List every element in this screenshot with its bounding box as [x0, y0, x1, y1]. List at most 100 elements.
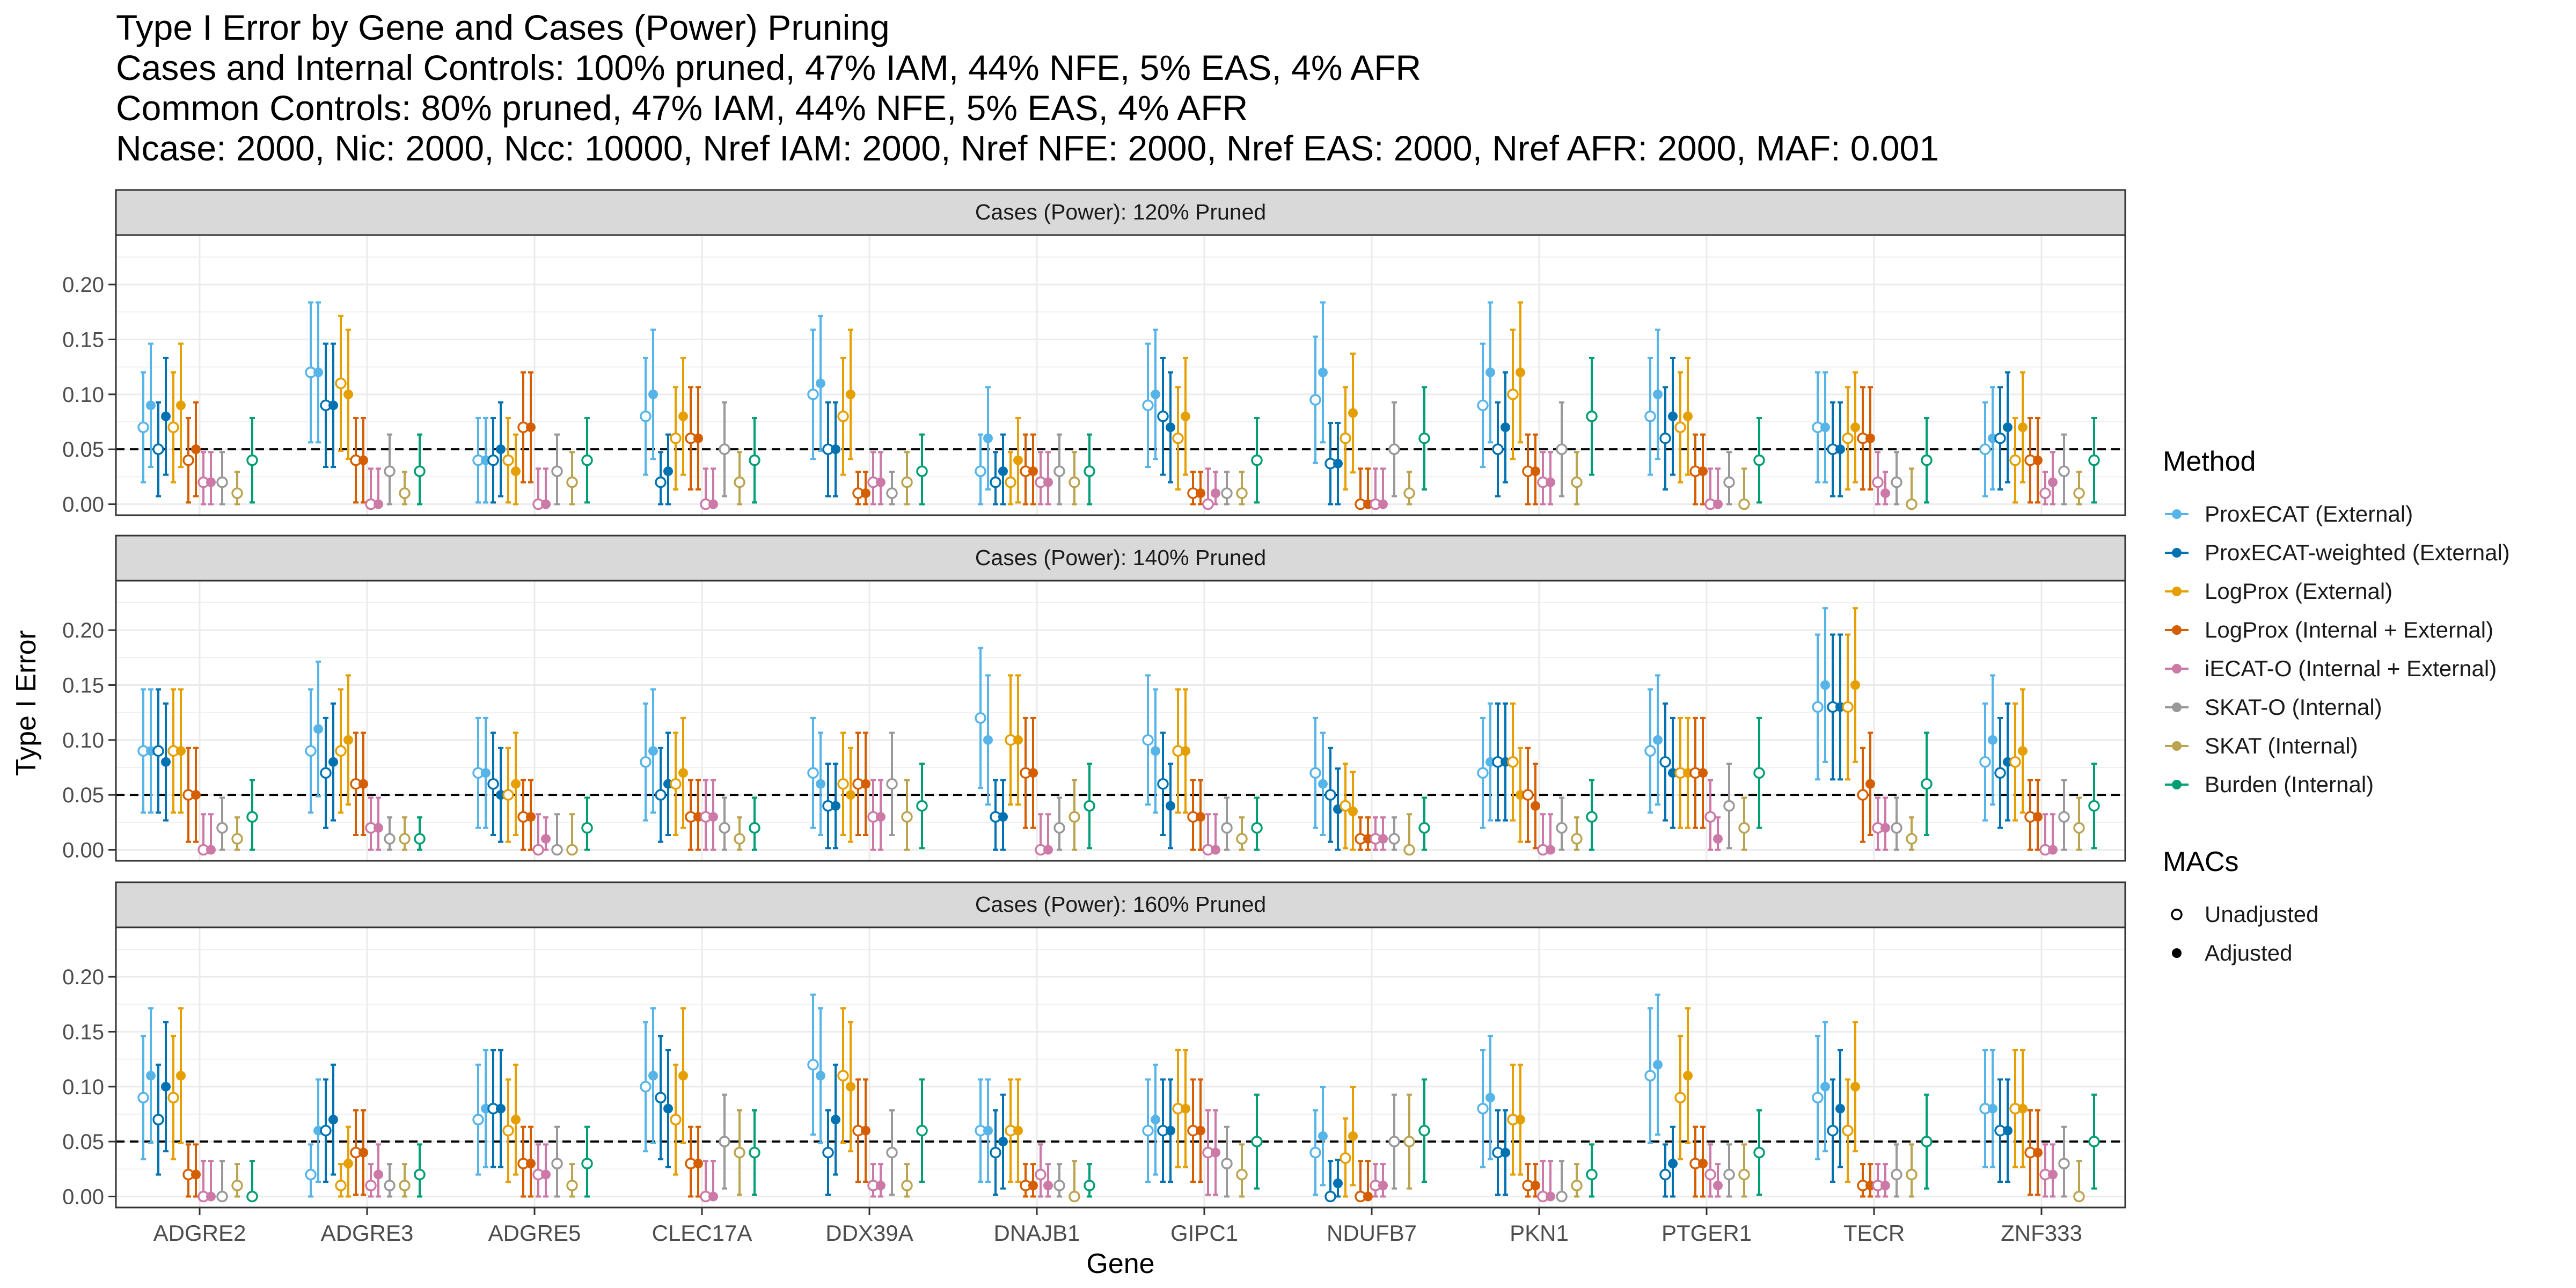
- legend-item-method: ProxECAT (External): [2163, 495, 2571, 533]
- data-point-unadjusted: [670, 778, 682, 790]
- x-tick-label: TECR: [1843, 1220, 1905, 1246]
- chart-subtitle-line-3: Ncase: 2000, Nic: 2000, Ncc: 10000, Nref…: [116, 128, 1939, 168]
- data-point-unadjusted: [1644, 745, 1656, 757]
- data-point-unadjusted: [1891, 1168, 1902, 1181]
- data-point-adjusted: [648, 746, 658, 756]
- data-point-unadjusted: [1979, 756, 1991, 768]
- data-point-unadjusted: [1507, 756, 1519, 768]
- data-point-unadjusted: [487, 778, 499, 790]
- data-point-adjusted: [1865, 779, 1875, 789]
- data-point-unadjusted: [1842, 432, 1854, 444]
- data-point-adjusted: [1028, 768, 1038, 778]
- data-point-unadjusted: [1659, 756, 1671, 768]
- data-point-adjusted: [2003, 422, 2012, 433]
- data-point-adjusted: [2048, 1169, 2058, 1180]
- data-point-adjusted: [358, 779, 368, 789]
- data-point-unadjusted: [1921, 778, 1933, 790]
- data-point-adjusted: [1043, 1181, 1053, 1191]
- data-point-unadjusted: [502, 789, 514, 801]
- data-point-adjusted: [1880, 823, 1890, 833]
- data-point-unadjusted: [1142, 734, 1154, 746]
- data-point-adjusted: [708, 499, 718, 509]
- data-point-adjusted: [1333, 1178, 1343, 1188]
- data-point-unadjusted: [1659, 1168, 1671, 1181]
- data-point-unadjusted: [2058, 465, 2070, 477]
- y-tick-label: 0.15: [62, 674, 104, 697]
- data-point-adjusted: [343, 735, 353, 745]
- data-point-adjusted: [663, 1103, 673, 1114]
- data-point-adjusted: [1835, 1103, 1845, 1114]
- legend-method-list: ProxECAT (External) ProxECAT-weighted (E…: [2163, 495, 2571, 804]
- data-point-unadjusted: [1035, 1168, 1046, 1181]
- open-circle-icon: [2171, 909, 2183, 920]
- data-point-adjusted: [2018, 422, 2028, 433]
- data-point-unadjusted: [1236, 1168, 1248, 1181]
- data-point-unadjusted: [384, 1180, 396, 1191]
- data-point-adjusted: [1013, 1125, 1023, 1136]
- data-point-adjusted: [191, 444, 201, 455]
- data-point-unadjusted: [1340, 800, 1351, 812]
- chart-subtitle-line-2: Common Controls: 80% pruned, 47% IAM, 44…: [116, 88, 1248, 128]
- y-tick-label: 0.05: [62, 438, 104, 462]
- data-point-unadjusted: [581, 454, 593, 466]
- data-point-unadjusted: [1340, 432, 1351, 444]
- data-point-adjusted: [1880, 488, 1890, 499]
- data-point-unadjusted: [734, 476, 745, 488]
- data-point-adjusted: [176, 400, 186, 411]
- data-point-unadjusted: [399, 833, 411, 845]
- data-point-unadjusted: [551, 1158, 563, 1169]
- data-point-unadjusted: [901, 811, 913, 823]
- y-tick-label: 0.20: [62, 965, 104, 989]
- data-point-adjusted: [191, 790, 201, 800]
- data-point-adjusted: [1196, 812, 1205, 822]
- data-point-unadjusted: [1659, 432, 1671, 444]
- data-point-unadjusted: [1388, 1136, 1400, 1147]
- data-point-adjusted: [983, 735, 993, 745]
- chart-subtitle-line-1: Cases and Internal Controls: 100% pruned…: [116, 48, 1422, 87]
- data-point-unadjusted: [1053, 822, 1065, 834]
- data-point-unadjusted: [1084, 1180, 1095, 1191]
- data-point-adjusted: [526, 1159, 536, 1169]
- legend-label: LogProx (External): [2205, 579, 2393, 604]
- data-point-adjusted: [206, 845, 216, 855]
- data-point-unadjusted: [1251, 822, 1263, 834]
- data-point-adjusted: [648, 389, 658, 399]
- data-point-adjusted: [328, 1115, 338, 1125]
- data-point-adjusted: [861, 779, 870, 789]
- x-tick-label: ADGRE5: [488, 1220, 581, 1246]
- data-point-unadjusted: [1872, 476, 1884, 488]
- data-point-unadjusted: [734, 833, 745, 845]
- data-point-adjusted: [1683, 1071, 1693, 1081]
- data-point-adjusted: [374, 499, 383, 509]
- data-point-adjusted: [983, 433, 993, 443]
- data-point-unadjusted: [581, 822, 593, 834]
- data-point-unadjusted: [1507, 389, 1519, 400]
- data-point-adjusted: [541, 499, 551, 509]
- y-tick-label: 0.10: [62, 1075, 104, 1099]
- panel-strip-label: Cases (Power): 160% Pruned: [975, 892, 1266, 917]
- data-point-adjusted: [1698, 768, 1708, 778]
- data-point-unadjusted: [1403, 1136, 1415, 1147]
- y-tick-label: 0.00: [62, 839, 104, 862]
- data-point-adjusted: [846, 790, 855, 800]
- data-point-adjusted: [161, 1081, 171, 1092]
- data-point-unadjusted: [990, 1146, 1001, 1159]
- legend-item-method: LogProx (Internal + External): [2163, 611, 2571, 649]
- data-point-unadjusted: [1556, 822, 1568, 834]
- legend-label: SKAT (Internal): [2205, 733, 2358, 758]
- legend-label: SKAT-O (Internal): [2205, 694, 2382, 720]
- panel-background: [116, 581, 2125, 861]
- data-point-unadjusted: [1753, 767, 1765, 779]
- data-point-unadjusted: [152, 443, 164, 455]
- x-tick-label: ZNF333: [2001, 1220, 2082, 1246]
- data-point-adjusted: [693, 433, 703, 443]
- data-point-unadjusted: [2058, 811, 2070, 823]
- y-tick-label: 0.00: [62, 1185, 104, 1209]
- data-point-adjusted: [2003, 1125, 2012, 1136]
- data-point-unadjusted: [1891, 476, 1902, 488]
- x-tick-label: ADGRE3: [321, 1220, 414, 1246]
- data-point-adjusted: [1516, 1115, 1525, 1125]
- data-point-unadjusted: [2039, 487, 2051, 499]
- data-point-unadjusted: [1403, 844, 1415, 856]
- data-point-unadjusted: [472, 1114, 484, 1125]
